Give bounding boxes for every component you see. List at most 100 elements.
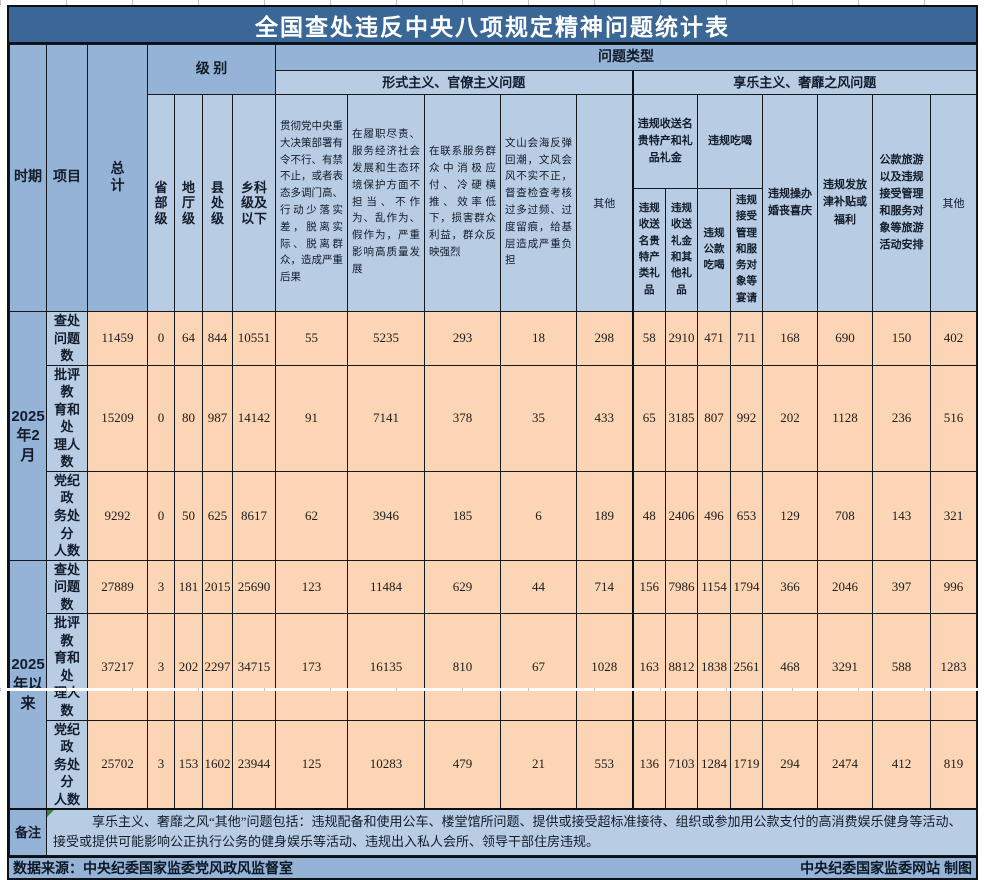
value-cell: 27889 (87, 559, 148, 615)
value-cell: 471 (697, 311, 731, 366)
remarks-row: 备注 享乐主义、奢靡之风“其他”问题包括：违规配备和使用公车、楼堂馆所问题、提供… (9, 808, 978, 856)
value-cell: 202 (174, 613, 203, 721)
value-cell: 136 (631, 719, 666, 810)
value-cell: 10283 (347, 719, 425, 810)
item-cell: 党纪政 务处分 人数 (46, 470, 88, 561)
col-header-cash-gifts: 违规 收送 礼金 和其 他礼 品 (665, 188, 698, 312)
cell-corner-flag-icon (47, 811, 54, 818)
value-cell: 2474 (817, 719, 873, 810)
col-header-public-funded-travel: 公款旅游 以及违规 接受管理 和服务对 象等旅游 活动安排 (872, 94, 931, 312)
col-header-formalism-other: 其他 (576, 94, 633, 312)
value-cell: 1284 (697, 719, 731, 810)
value-cell: 397 (872, 559, 931, 615)
value-cell: 708 (817, 470, 873, 561)
value-cell: 37217 (87, 613, 148, 721)
value-cell: 996 (929, 559, 978, 615)
table-row: 2025 年2月 查处 问题数 11459 0 64 844 10551 55 … (9, 311, 978, 561)
value-cell: 714 (576, 559, 633, 615)
value-cell: 2406 (665, 470, 698, 561)
value-cell: 298 (576, 311, 633, 366)
sheet-margin-top (0, 0, 985, 5)
value-cell: 3 (147, 559, 175, 615)
col-header-item: 项目 (46, 44, 88, 312)
remarks-cell: 享乐主义、奢靡之风“其他”问题包括：违规配备和使用公车、楼堂馆所问题、提供或接受… (45, 808, 978, 856)
col-header-hedonism-other: 其他 (929, 94, 978, 312)
value-cell: 64 (174, 311, 203, 366)
value-cell: 625 (202, 470, 233, 561)
value-cell: 496 (697, 470, 731, 561)
table-row: 批评教 育和处 理人数 15209 0 80 987 14142 91 7141… (10, 364, 978, 472)
value-cell: 80 (174, 364, 203, 472)
value-cell: 6 (500, 470, 577, 561)
value-cell: 293 (424, 311, 501, 366)
band-formalism: 形式主义、官僚主义问题 (275, 70, 633, 95)
value-cell: 0 (147, 311, 175, 366)
value-cell: 987 (202, 364, 233, 472)
value-cell: 653 (730, 470, 763, 561)
value-cell: 2910 (665, 311, 698, 366)
value-cell: 185 (424, 470, 501, 561)
period-cell: 2025 年2月 (9, 311, 47, 561)
value-cell: 67 (500, 613, 577, 721)
col-header-allowances: 违规发放 津补贴或 福利 (817, 94, 873, 312)
statistics-table: 全国查处违反中央八项规定精神问题统计表 时期 项目 总 计 级 别 问题类型 形… (7, 5, 978, 880)
footer-bar: 数据来源：中央纪委国家监委党风政风监督室 中央纪委国家监委网站 制图 (9, 855, 976, 878)
value-cell: 810 (424, 613, 501, 721)
value-cell: 1128 (817, 364, 873, 472)
value-cell: 50 (174, 470, 203, 561)
value-cell: 91 (275, 364, 348, 472)
value-cell: 3946 (347, 470, 425, 561)
item-cell: 批评教 育和处 理人数 (46, 364, 88, 472)
page-title: 全国查处违反中央八项规定精神问题统计表 (9, 7, 976, 44)
value-cell: 11484 (347, 559, 425, 615)
value-cell: 1602 (202, 719, 233, 810)
value-cell: 0 (147, 364, 175, 472)
value-cell: 516 (929, 364, 978, 472)
value-cell: 35 (500, 364, 577, 472)
value-cell: 9292 (87, 470, 148, 561)
table-row: 党纪政 务处分 人数 25702 3 153 1602 23944 125 10… (10, 719, 978, 810)
col-header-period: 时期 (9, 44, 47, 312)
value-cell: 202 (762, 364, 818, 472)
value-cell: 479 (424, 719, 501, 810)
value-cell: 153 (174, 719, 203, 810)
value-cell: 807 (697, 364, 731, 472)
value-cell: 55 (275, 311, 348, 366)
value-cell: 1154 (697, 559, 731, 615)
value-cell: 5235 (347, 311, 425, 366)
value-cell: 62 (275, 470, 348, 561)
value-cell: 468 (762, 613, 818, 721)
value-cell: 378 (424, 364, 501, 472)
value-cell: 8617 (232, 470, 276, 561)
value-cell: 412 (872, 719, 931, 810)
value-cell: 0 (147, 470, 175, 561)
value-cell: 173 (275, 613, 348, 721)
value-cell: 3 (147, 613, 175, 721)
value-cell: 123 (275, 559, 348, 615)
value-cell: 3291 (817, 613, 873, 721)
value-cell: 1794 (730, 559, 763, 615)
value-cell: 7103 (665, 719, 698, 810)
remarks-text: 享乐主义、奢靡之风“其他”问题包括：违规配备和使用公车、楼堂馆所问题、提供或接受… (53, 814, 962, 850)
value-cell: 18 (500, 311, 577, 366)
value-cell: 163 (631, 613, 666, 721)
table-row: 批评教 育和处 理人数 37217 3 202 2297 34715 173 1… (10, 613, 978, 721)
value-cell: 321 (929, 470, 978, 561)
item-cell: 党纪政 务处分 人数 (46, 719, 88, 810)
credit: 中央纪委国家监委网站 制图 (800, 859, 972, 876)
value-cell: 129 (762, 470, 818, 561)
col-header-specialty-gifts: 违规 收送 名贵 特产 类礼 品 (631, 188, 666, 312)
value-cell: 553 (576, 719, 633, 810)
value-cell: 181 (174, 559, 203, 615)
value-cell: 48 (631, 470, 666, 561)
col-header-formalism-1: 贯彻党中央重大决策部署有令不行、有禁不止，或者表态多调门高、行动少落实差，脱离实… (275, 94, 348, 312)
item-cell: 查处 问题数 (46, 311, 88, 366)
col-group-dining: 违规吃喝 (697, 94, 763, 189)
col-header-total: 总 计 (87, 44, 148, 312)
period-cell: 2025 年以 来 (9, 559, 47, 810)
value-cell: 168 (762, 311, 818, 366)
value-cell: 992 (730, 364, 763, 472)
value-cell: 150 (872, 311, 931, 366)
col-header-township: 乡科 级及 以下 (232, 94, 276, 312)
col-header-prefecture: 地 厅 级 (174, 94, 203, 312)
